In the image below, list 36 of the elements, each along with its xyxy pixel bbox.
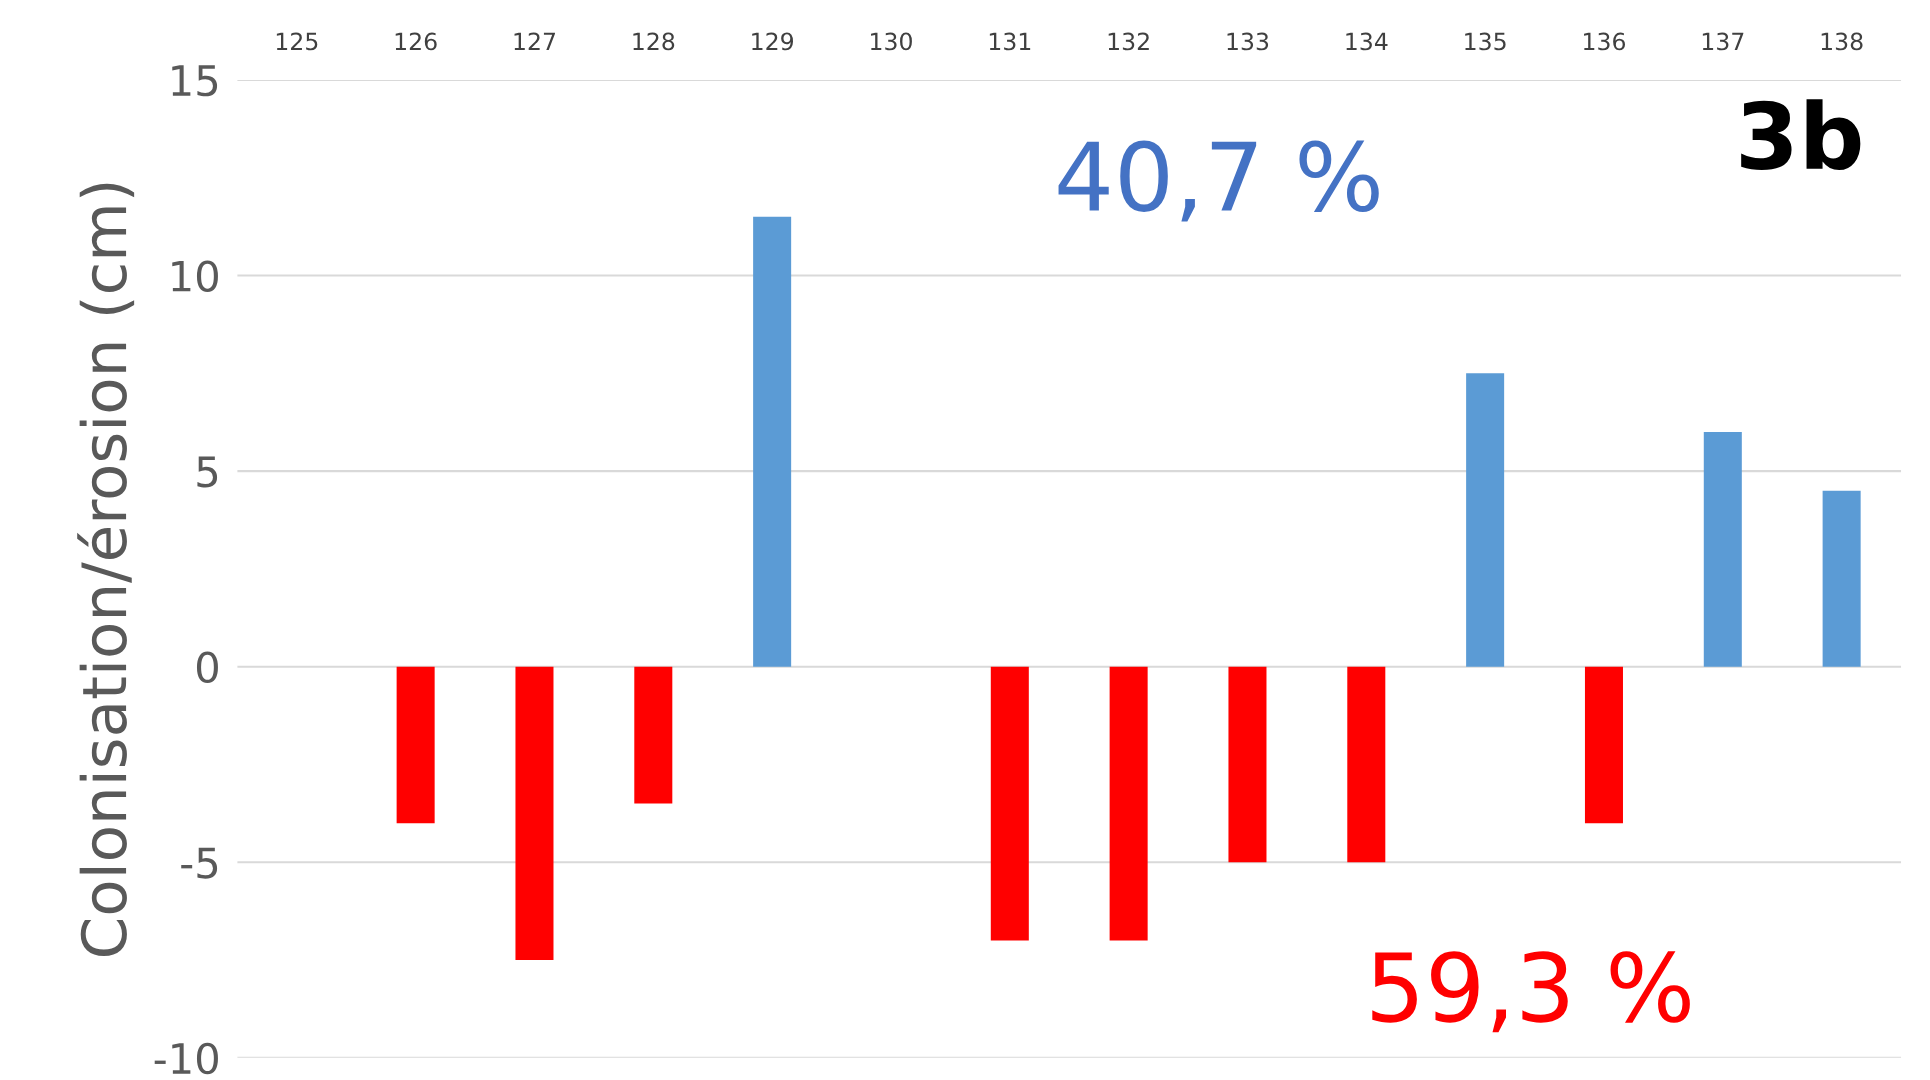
- x-tick-label: 132: [1108, 32, 1149, 51]
- x-tick-label: 126: [395, 32, 437, 51]
- bar: [1109, 666, 1148, 941]
- y-tick-label: 15: [172, 65, 218, 97]
- bar: [1584, 666, 1623, 824]
- y-axis-title: Colonisation/érosion (cm): [77, 183, 135, 956]
- bar: [1703, 431, 1742, 667]
- x-tick-label: 135: [1465, 32, 1506, 51]
- bar: [396, 666, 435, 824]
- annotation: 3b: [1741, 99, 1861, 171]
- y-tick-label: 5: [197, 456, 218, 488]
- bar: [634, 666, 673, 804]
- x-tick-label: 128: [633, 32, 675, 51]
- x-tick-label: 125: [276, 32, 318, 51]
- bar: [1466, 373, 1505, 667]
- bar: [990, 666, 1029, 941]
- bar: [753, 216, 792, 667]
- annotation: 59,3 %: [1372, 951, 1690, 1033]
- bar: [515, 666, 554, 961]
- annotation: 40,7 %: [1058, 140, 1379, 222]
- y-tick-label: 10: [172, 260, 218, 292]
- x-tick-label: 131: [989, 32, 1031, 51]
- x-tick-label: 130: [871, 32, 912, 51]
- x-tick-label: 129: [752, 32, 794, 51]
- x-tick-label: 136: [1584, 32, 1626, 51]
- y-tick-label: 0: [196, 651, 218, 684]
- bar: [1822, 490, 1861, 667]
- y-tick-label: -10: [154, 1042, 218, 1075]
- bar: [1228, 666, 1267, 863]
- x-tick-label: 137: [1702, 32, 1744, 51]
- x-tick-label: 127: [514, 32, 555, 51]
- x-tick-label: 138: [1821, 32, 1863, 51]
- x-tick-label: 134: [1346, 32, 1388, 51]
- y-tick-label: -5: [181, 847, 218, 879]
- x-tick-label: 133: [1227, 32, 1269, 51]
- bar: [1347, 666, 1386, 863]
